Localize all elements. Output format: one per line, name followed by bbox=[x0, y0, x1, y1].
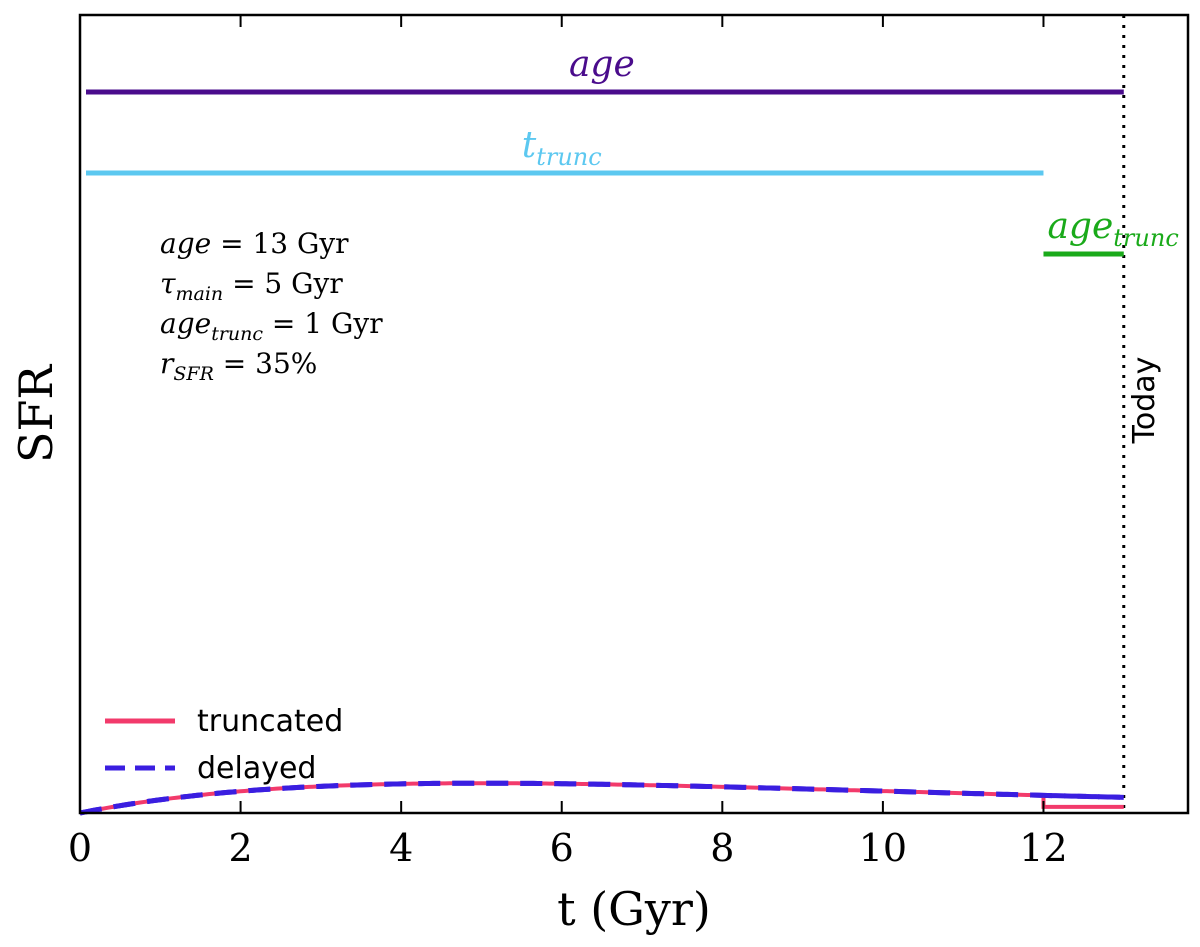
plot-frame bbox=[78, 13, 1190, 815]
series-truncated bbox=[79, 781, 1124, 815]
x-axis: 0 2 4 6 8 10 12 bbox=[68, 15, 1068, 870]
range-label-age: age bbox=[569, 44, 635, 85]
x-tick-label: 0 bbox=[68, 826, 92, 870]
param-line: τmain = 5 Gyr bbox=[160, 267, 343, 305]
x-tick-label: 2 bbox=[228, 826, 252, 870]
param-line: age = 13 Gyr bbox=[160, 227, 349, 260]
x-axis-title: t (Gyr) bbox=[557, 882, 711, 936]
x-tick-label: 12 bbox=[1019, 826, 1067, 870]
x-tick-label: 6 bbox=[550, 826, 574, 870]
series-delayed-tail bbox=[1043, 792, 1124, 800]
plot-area: age ttrunc agetrunc bbox=[79, 15, 1179, 816]
x-tick-label: 8 bbox=[710, 826, 734, 870]
series-delayed bbox=[79, 780, 1124, 816]
y-axis-title: SFR bbox=[9, 364, 63, 463]
series-delayed-overlay bbox=[79, 780, 1044, 816]
today-label: Today bbox=[1127, 357, 1162, 445]
range-label-t-trunc: ttrunc bbox=[522, 125, 602, 171]
legend: truncated delayed bbox=[105, 704, 343, 786]
param-line: agetrunc = 1 Gyr bbox=[160, 307, 383, 345]
x-tick-label: 4 bbox=[389, 826, 413, 870]
param-line: rSFR = 35% bbox=[160, 347, 317, 385]
legend-label-delayed: delayed bbox=[197, 751, 316, 786]
x-tick-label: 10 bbox=[859, 826, 907, 870]
legend-label-truncated: truncated bbox=[197, 704, 343, 739]
range-label-age-trunc: agetrunc bbox=[1047, 206, 1178, 252]
